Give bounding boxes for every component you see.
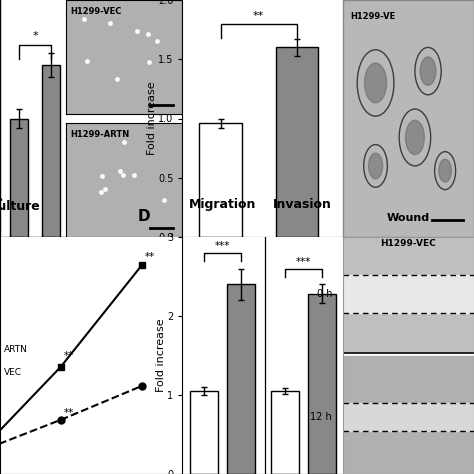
Circle shape (439, 159, 451, 182)
Bar (276, 47, 318, 237)
Text: 0 h: 0 h (317, 289, 332, 299)
Text: H1299-ARTN: H1299-ARTN (70, 130, 129, 139)
Bar (200, 123, 242, 237)
Circle shape (420, 57, 436, 85)
Text: ***: *** (215, 241, 230, 251)
Text: Migration: Migration (189, 198, 256, 211)
Text: Wound: Wound (387, 213, 430, 223)
Text: H1299-VEC: H1299-VEC (381, 239, 436, 248)
Text: **: ** (253, 11, 264, 21)
Circle shape (365, 63, 387, 103)
Text: C: C (0, 198, 2, 213)
Circle shape (368, 153, 383, 179)
Text: VEC: VEC (4, 368, 22, 377)
Text: **: ** (64, 351, 74, 361)
Circle shape (405, 120, 424, 155)
Bar (191, 391, 219, 474)
Y-axis label: Fold increase: Fold increase (146, 82, 156, 155)
Bar (308, 294, 336, 474)
Text: ARTN: ARTN (4, 346, 28, 355)
Bar (42, 65, 60, 237)
Text: 12 h: 12 h (310, 412, 332, 422)
Y-axis label: Fold increase: Fold increase (155, 319, 165, 392)
Text: **: ** (64, 408, 74, 418)
Text: Invasion: Invasion (273, 198, 332, 211)
Text: D: D (137, 209, 150, 224)
Text: **: ** (145, 252, 155, 262)
Bar (10, 118, 28, 237)
Text: culture: culture (0, 201, 41, 213)
Bar (271, 391, 299, 474)
Bar (227, 284, 255, 474)
Text: *: * (32, 31, 38, 42)
Text: H1299-VE: H1299-VE (351, 12, 396, 21)
Text: ***: *** (296, 257, 311, 267)
Text: H1299-VEC: H1299-VEC (70, 7, 122, 16)
